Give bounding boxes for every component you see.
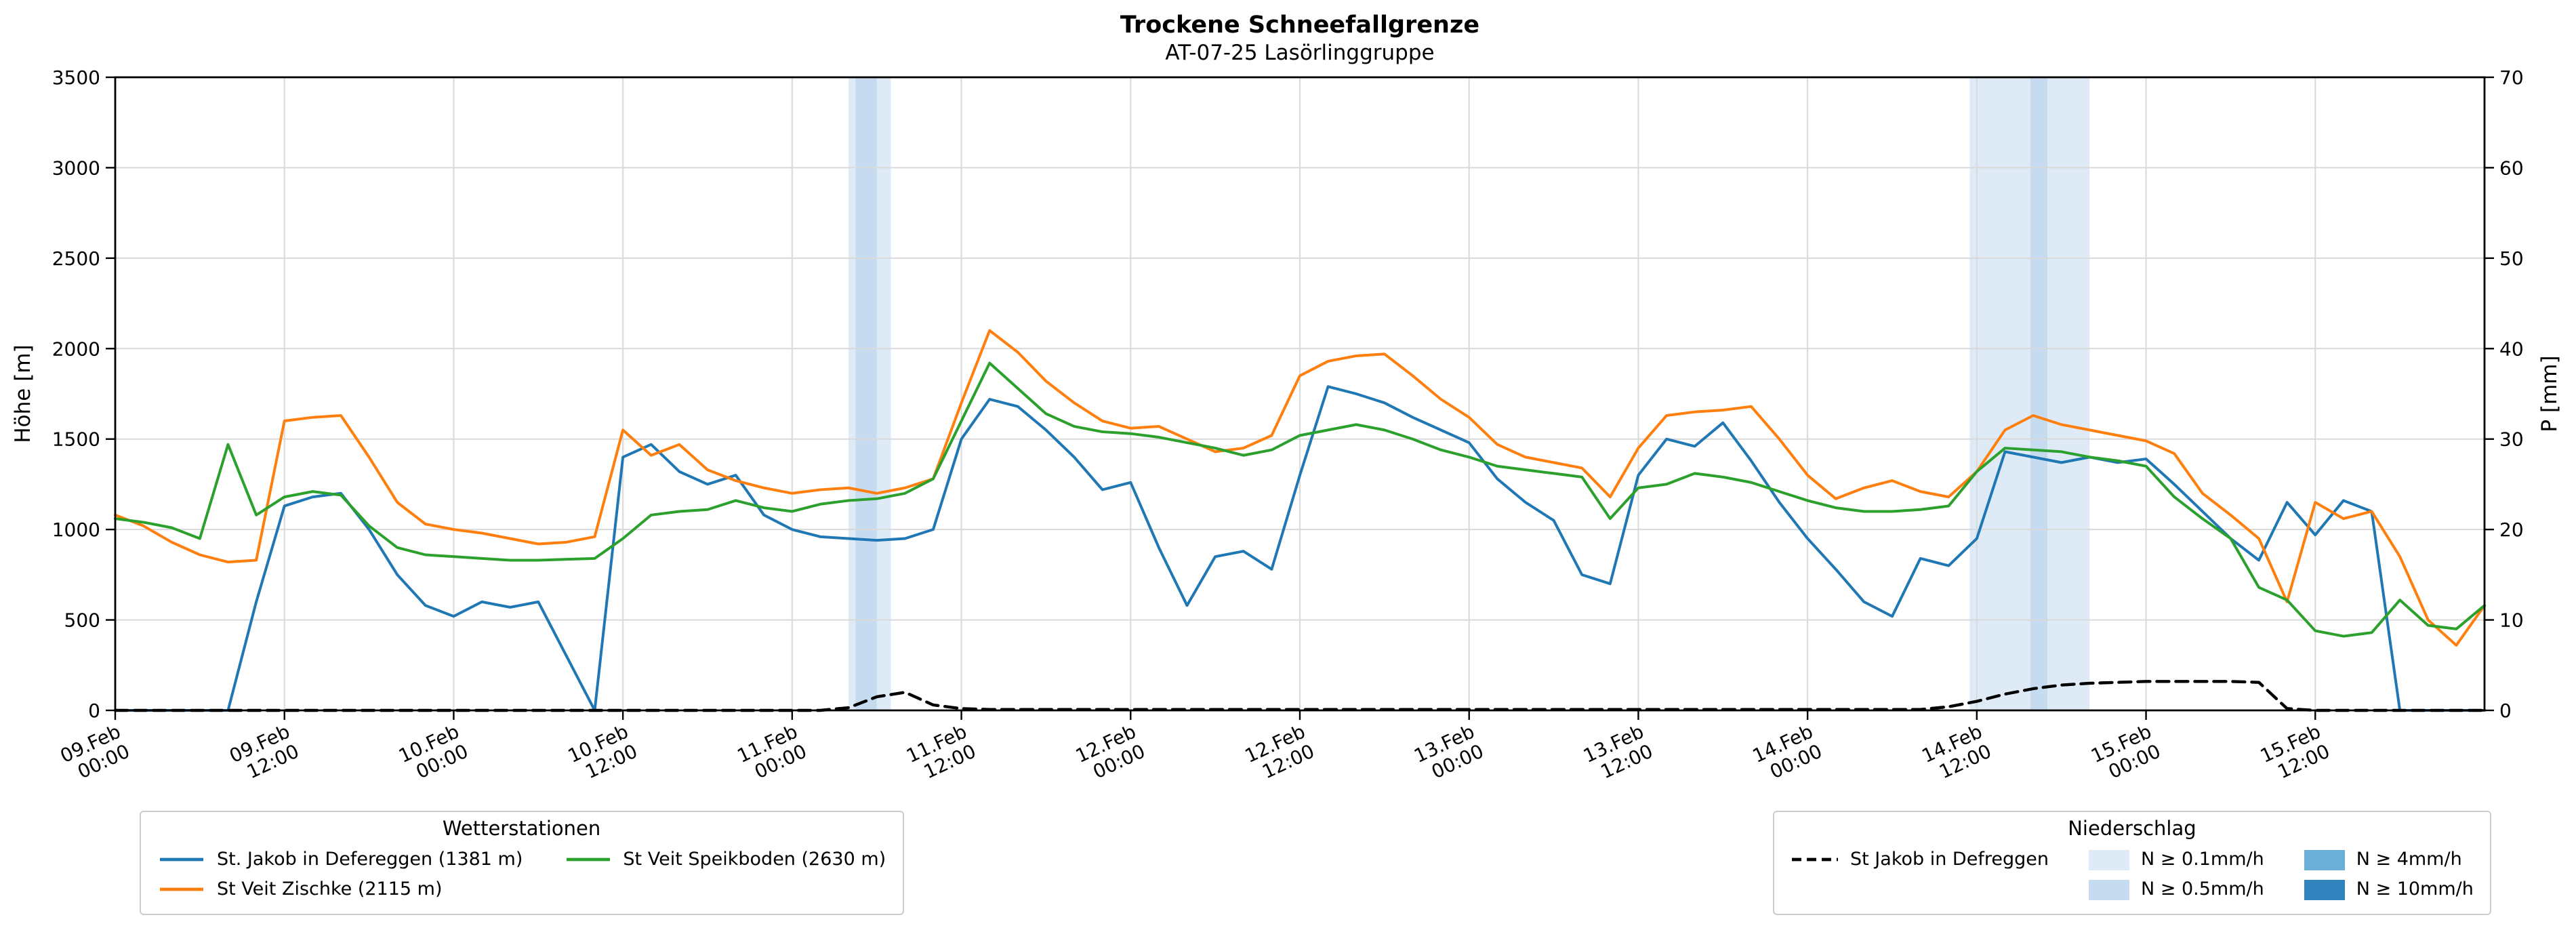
patch-n4-icon [2304,849,2346,870]
y-tick-label-left: 1500 [52,428,100,451]
y-tick-label-left: 1000 [52,519,100,541]
precip-series-line [113,680,2487,712]
patch-n4-box [2304,849,2346,870]
blue-line-sample-box [160,857,203,862]
precip-band-0.1 [1969,77,2090,710]
y-tick-label-left: 3500 [52,66,100,89]
legend-item-n4: N ≥ 4mm/h [2304,845,2474,874]
legend-wetterstationen: Wetterstationen St. Jakob in Defereggen … [140,811,904,915]
x-tick-label: 15.Feb00:00 [2087,720,2164,787]
chart-title: Trockene Schneefallgrenze [1120,12,1479,39]
y-tick-label-right: 0 [2499,700,2512,722]
y-tick-label-right: 70 [2499,66,2524,89]
series-line-precip-st-jakob [113,680,2487,712]
legend-label-speikboden: St Veit Speikboden (2630 m) [623,849,886,870]
x-tick-label: 13.Feb00:00 [1410,720,1487,787]
precip-bands [849,77,2090,710]
patch-n05-box [2089,879,2130,899]
y-tick-label-left: 500 [64,609,100,632]
x-tick-label: 15.Feb12:00 [2257,720,2333,787]
x-tick-label: 09.Feb00:00 [57,720,134,787]
legend-item-speikboden: St Veit Speikboden (2630 m) [563,845,886,874]
x-tick-label: 12.Feb12:00 [1242,720,1318,787]
legend-left-title: Wetterstationen [442,819,601,841]
legend-item-n01: N ≥ 0.1mm/h [2089,845,2264,874]
gridlines [115,77,2485,710]
y-tick-label-right: 40 [2499,338,2524,360]
y-tick-label-right: 30 [2499,428,2524,451]
legend-item-n05: N ≥ 0.5mm/h [2089,874,2264,904]
y-axis-label-left: Höhe [m] [11,344,35,443]
y-tick-label-left: 0 [88,700,100,722]
legend-item-zischke: St Veit Zischke (2115 m) [157,874,523,904]
x-tick-label: 11.Feb00:00 [734,720,811,787]
orange-line-sample-box [160,887,203,891]
legend-label-precip-st-jakob: St Jakob in Defreggen [1850,849,2049,870]
legend-left-col2: St Veit Speikboden (2630 m) [563,845,886,874]
legend-label-n05: N ≥ 0.5mm/h [2140,878,2264,900]
y-tick-labels-right: 0 10 20 30 40 50 60 70 [2499,66,2524,722]
y-tick-labels-left: 0 500 1000 1500 2000 2500 3000 3500 [52,66,100,722]
legend-label-st-jakob: St. Jakob in Defereggen (1381 m) [217,849,523,870]
patch-n10-icon [2304,879,2346,899]
legend-right-title: Niederschlag [2068,819,2196,841]
station-series-lines [114,329,2486,712]
legend-right-col3: N ≥ 4mm/h N ≥ 10mm/h [2304,845,2474,904]
y-tick-label-right: 20 [2499,519,2524,541]
legend-label-n4: N ≥ 4mm/h [2356,849,2462,870]
precip-band-0.5 [855,77,877,710]
legend-item-n10: N ≥ 10mm/h [2304,874,2474,904]
legend-label-n10: N ≥ 10mm/h [2356,878,2474,900]
y-tick-label-left: 2000 [52,338,100,360]
x-tick-label: 11.Feb12:00 [903,720,979,787]
x-tick-label: 09.Feb12:00 [226,720,302,787]
x-tick-label: 10.Feb12:00 [565,720,641,787]
legend-right-col1: St Jakob in Defreggen [1791,845,2049,874]
legend-right-columns: St Jakob in Defreggen N ≥ 0.1mm/h N ≥ 0.… [1791,845,2474,904]
green-line-sample-box [566,857,610,862]
legend-right-col2: N ≥ 0.1mm/h N ≥ 0.5mm/h [2089,845,2264,904]
patch-n10-box [2304,879,2346,899]
x-tick-label: 12.Feb00:00 [1072,720,1149,787]
y-tick-label-left: 3000 [52,157,100,179]
patch-n01-box [2089,849,2130,870]
legend-left-columns: St. Jakob in Defereggen (1381 m) St Veit… [157,845,886,904]
patch-n05-icon [2089,879,2130,899]
x-tick-label: 14.Feb12:00 [1919,720,1995,787]
axis-ticks [106,76,2494,720]
precip-band-0.5 [2030,77,2047,710]
patch-n01-icon [2089,849,2130,870]
legend-label-n01: N ≥ 0.1mm/h [2140,849,2264,870]
y-tick-label-right: 10 [2499,609,2524,632]
legend-item-st-jakob: St. Jakob in Defereggen (1381 m) [157,845,523,874]
dashed-line-sample-box [1792,857,1838,862]
legend-niederschlag: Niederschlag St Jakob in Defreggen N ≥ 0… [1773,811,2491,915]
series-line-st-veit-zischke [114,329,2486,647]
x-tick-label: 13.Feb12:00 [1580,720,1656,787]
y-axis-label-right: P [mm] [2537,355,2562,432]
legend-label-zischke: St Veit Zischke (2115 m) [217,878,443,900]
x-tick-label: 10.Feb00:00 [395,720,472,787]
legend-left-col1: St. Jakob in Defereggen (1381 m) St Veit… [157,845,523,904]
legend-item-precip-st-jakob: St Jakob in Defreggen [1791,845,2049,874]
y-tick-label-right: 60 [2499,157,2524,179]
chart-subtitle: AT-07-25 Lasörlinggruppe [1165,41,1434,65]
x-tick-label: 14.Feb00:00 [1749,720,1826,787]
y-tick-label-left: 2500 [52,247,100,270]
x-tick-labels: 09.Feb00:00 09.Feb12:00 10.Feb00:00 10.Feb1… [57,720,2333,787]
chart: 09.Feb00:00 09.Feb12:00 10.Feb00:00 10.Feb1… [11,12,2562,787]
y-tick-label-right: 50 [2499,247,2524,270]
series-line-st-veit-speikboden [114,361,2486,638]
